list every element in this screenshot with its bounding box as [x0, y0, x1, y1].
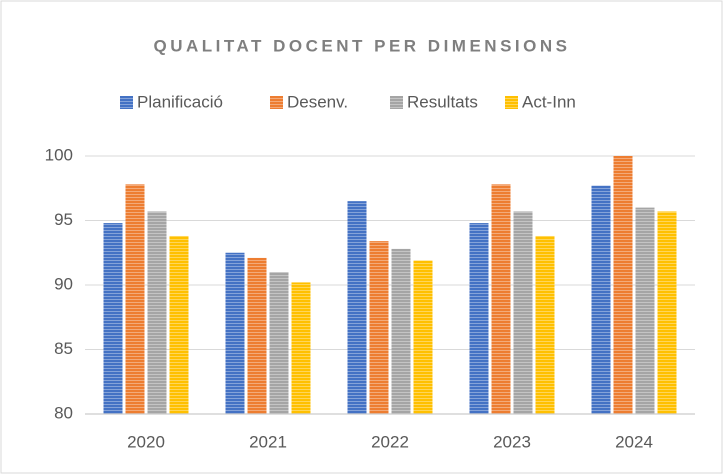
bar: [635, 207, 655, 414]
y-tick-label: 80: [54, 403, 73, 422]
y-tick-label: 95: [54, 210, 73, 229]
bar: [535, 235, 555, 414]
x-tick-label: 2023: [493, 432, 531, 451]
bar: [513, 211, 533, 414]
bar: [247, 257, 267, 414]
chart-title: QUALITAT DOCENT PER DIMENSIONS: [154, 36, 571, 55]
legend-swatch: [270, 96, 283, 109]
bar: [413, 260, 433, 414]
bar: [491, 184, 511, 414]
bar: [225, 252, 245, 414]
legend-label: Desenv.: [287, 92, 348, 111]
y-tick-label: 100: [45, 145, 73, 164]
legend-swatch: [390, 96, 403, 109]
x-tick-label: 2020: [127, 432, 165, 451]
bar: [147, 211, 167, 414]
bar: [613, 156, 633, 414]
bar: [169, 235, 189, 414]
legend-label: Act-Inn: [522, 92, 576, 111]
bar: [291, 282, 311, 414]
bar: [591, 185, 611, 414]
legend-label: Resultats: [407, 92, 478, 111]
y-tick-label: 90: [54, 274, 73, 293]
bar: [347, 201, 367, 414]
x-tick-label: 2024: [615, 432, 653, 451]
y-tick-label: 85: [54, 339, 73, 358]
legend-swatch: [505, 96, 518, 109]
bar: [657, 211, 677, 414]
x-tick-label: 2022: [371, 432, 409, 451]
bar: [125, 184, 145, 414]
x-tick-label: 2021: [249, 432, 287, 451]
bar: [103, 223, 123, 414]
bar: [469, 223, 489, 414]
legend-swatch: [120, 96, 133, 109]
legend-label: Planificació: [137, 92, 223, 111]
bar: [391, 248, 411, 414]
bar: [269, 272, 289, 414]
bar: [369, 241, 389, 414]
